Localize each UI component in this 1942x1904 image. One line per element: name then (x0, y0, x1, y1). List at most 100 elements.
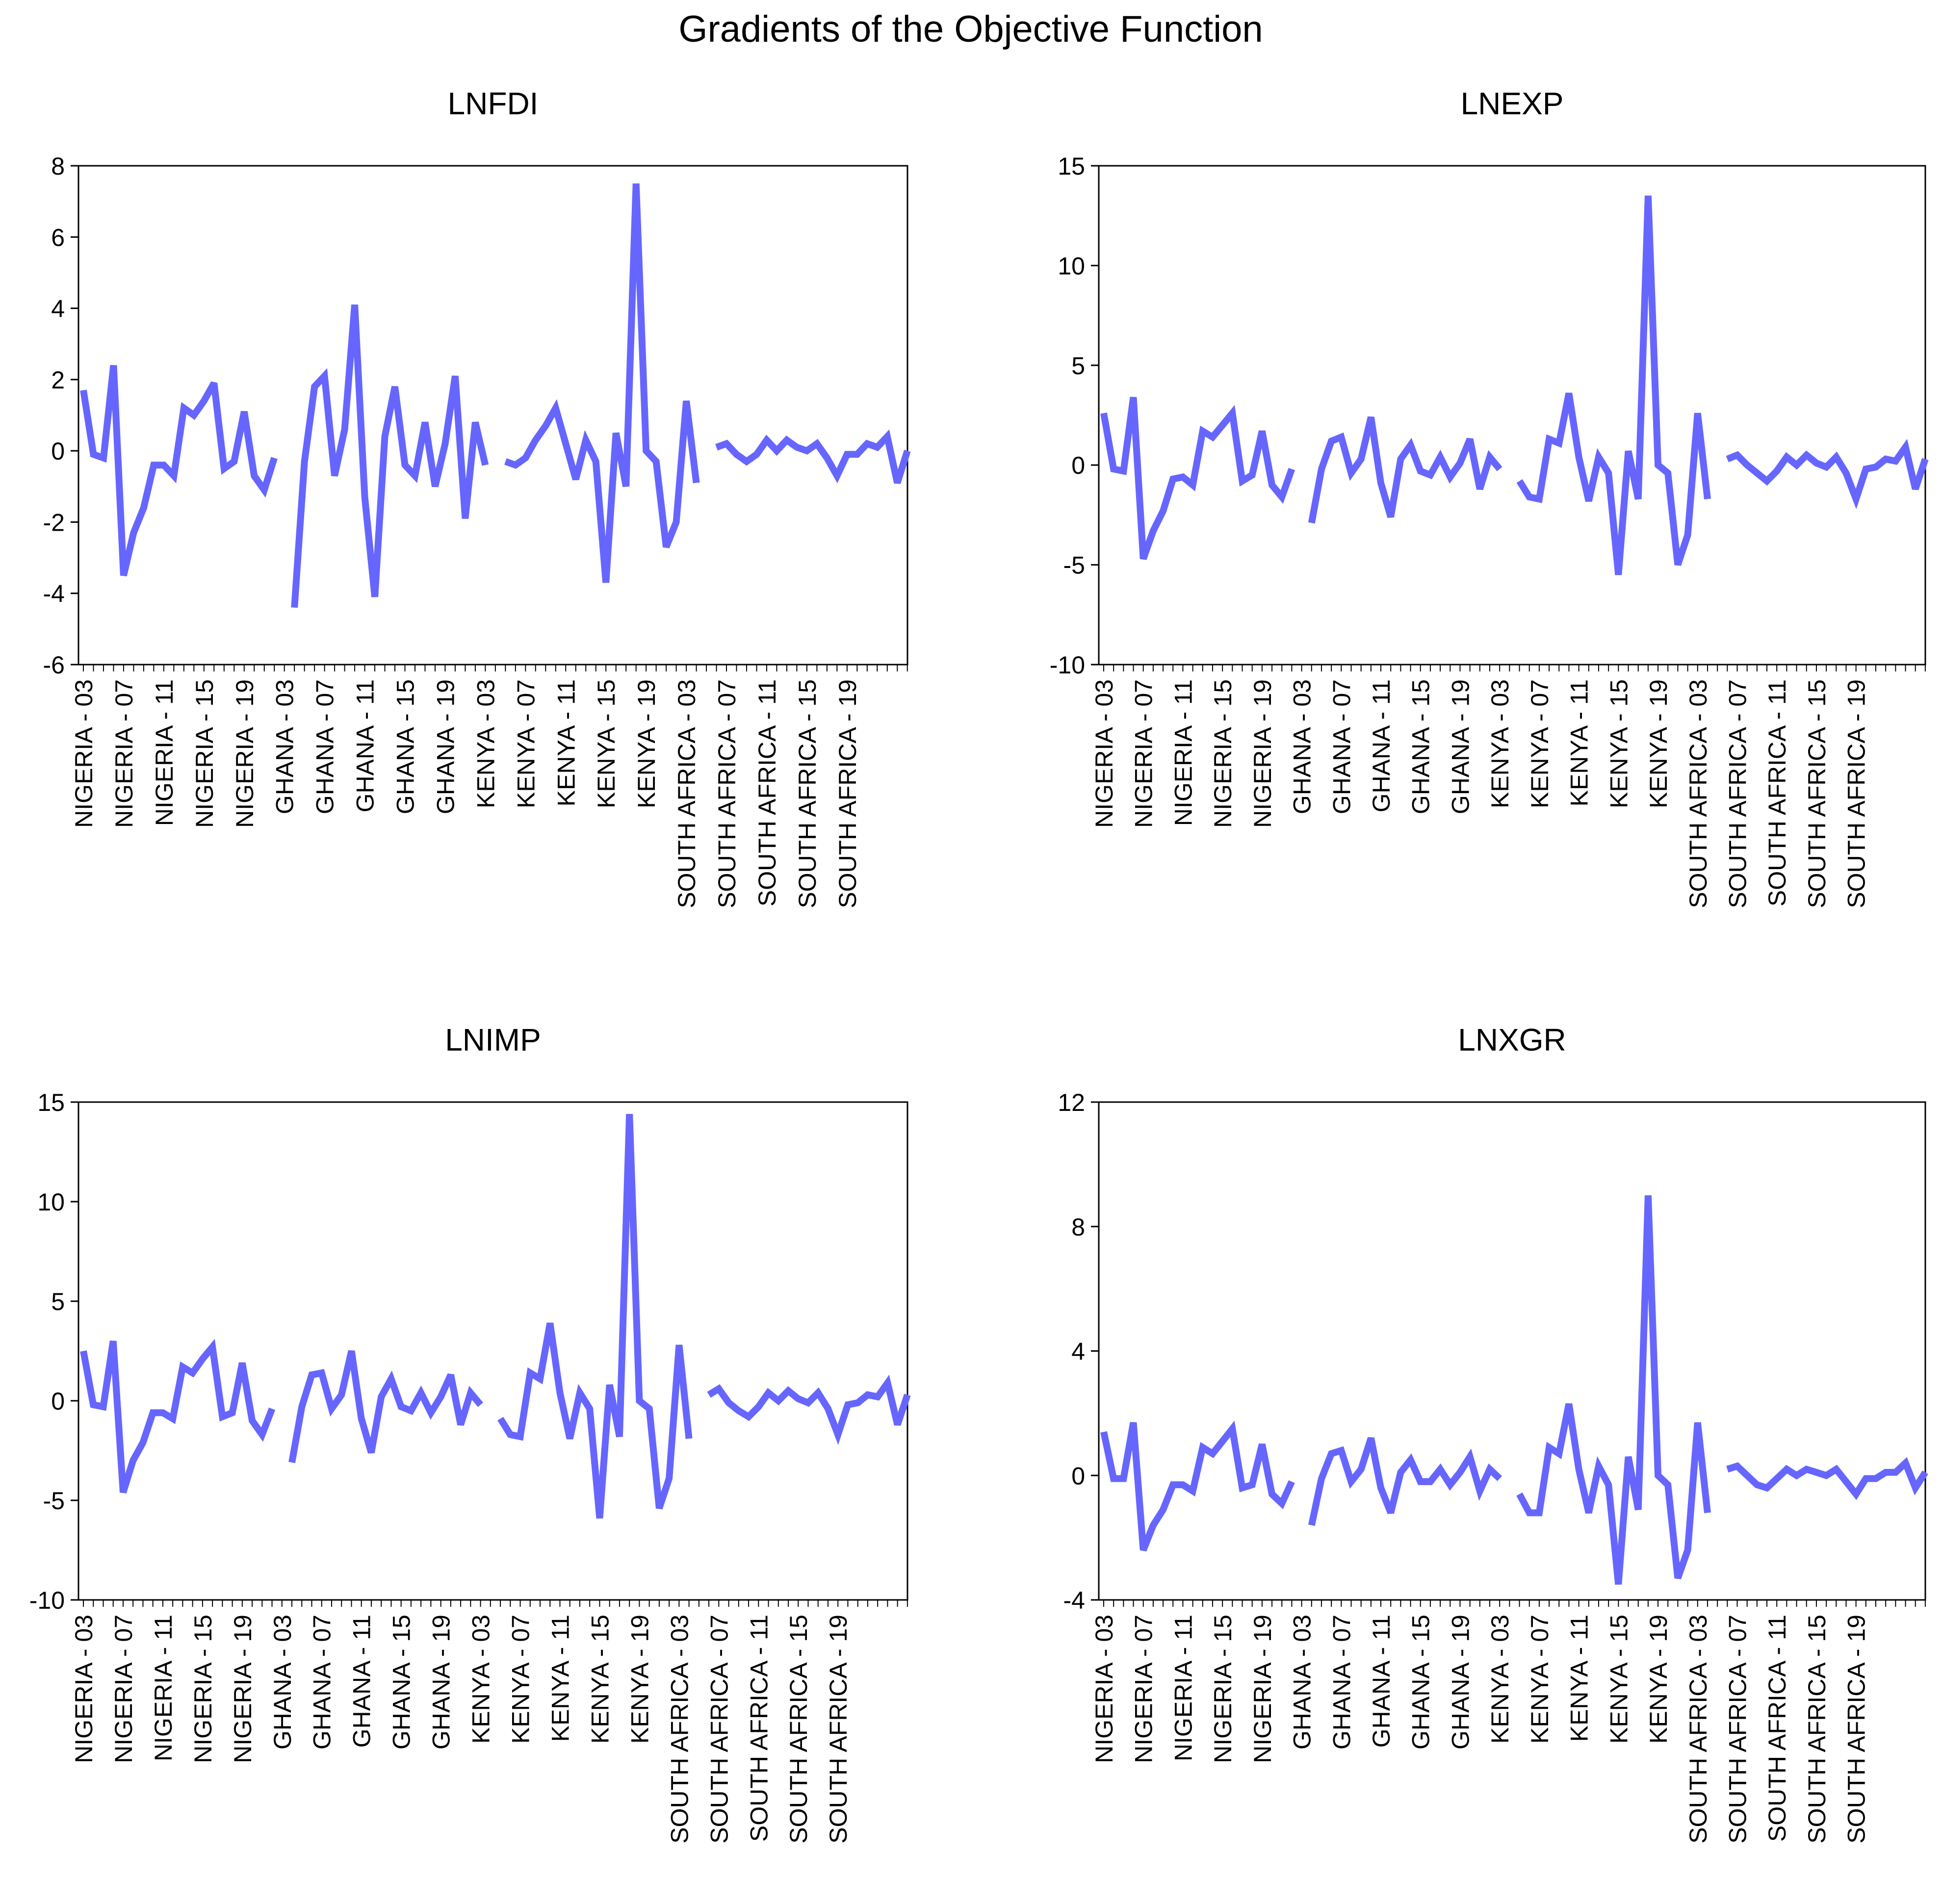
y-tick-label: -4 (1063, 1587, 1085, 1614)
x-tick-label: SOUTH AFRICA - 11 (1763, 1615, 1791, 1842)
x-tick-label: NIGERIA - 11 (150, 1615, 177, 1761)
x-tick-label: KENYA - 11 (546, 1615, 574, 1742)
series-line (1308, 1437, 1502, 1526)
x-tick-label: NIGERIA - 19 (231, 679, 259, 828)
figure-title: Gradients of the Objective Function (678, 8, 1263, 50)
x-tick-label: SOUTH AFRICA - 03 (1684, 679, 1712, 908)
x-tick-label: NIGERIA - 11 (1169, 679, 1197, 826)
y-tick-label: 15 (1058, 153, 1085, 180)
x-tick-label: KENYA - 07 (1526, 1615, 1554, 1744)
x-tick-label: GHANA - 19 (432, 679, 459, 814)
x-tick-label: NIGERIA - 19 (1249, 1615, 1276, 1763)
series-line (1100, 1420, 1295, 1552)
x-tick-label: KENYA - 11 (1566, 1615, 1593, 1742)
x-tick-label: GHANA - 11 (1368, 1615, 1395, 1748)
x-tick-label: KENYA - 11 (1566, 679, 1593, 806)
x-tick-label: NIGERIA - 15 (191, 679, 218, 828)
plot-frame (1098, 1101, 1926, 1601)
chart-panels: LNFDI -6 -4 -2 0 2 4 6 8 NIGERIA - 03 NIGERIA - 07… (29, 86, 1929, 1844)
y-tick-label: 10 (37, 1188, 65, 1216)
x-tick-label: SOUTH AFRICA - 11 (753, 679, 781, 906)
x-tick-label: KENYA - 19 (1645, 679, 1672, 808)
x-tick-label: GHANA - 15 (392, 679, 419, 814)
x-tick-label: SOUTH AFRICA - 03 (1684, 1615, 1712, 1844)
series-line (1308, 416, 1502, 524)
x-tick-label: KENYA - 07 (512, 679, 540, 808)
y-tick-label: 0 (1071, 452, 1085, 479)
x-tick-label: NIGERIA - 03 (70, 679, 98, 828)
series-line (497, 1114, 693, 1519)
chart-lnfdi: LNFDI -6 -4 -2 0 2 4 6 8 NIGERIA - 03 NIGERIA - 07… (43, 86, 911, 908)
chart-lnexp: LNEXP -10 -5 0 5 10 15 NIGERIA - 03 NIGERIA - 07… (1050, 86, 1929, 908)
x-tick-label: GHANA - 11 (352, 679, 379, 812)
chart-lnxgr: LNXGR -4 0 4 8 12 NIGERIA - 03 NIGERIA - 07 NIGE… (1058, 1022, 1928, 1844)
y-tick-label: 4 (1071, 1338, 1085, 1365)
x-tick-label: NIGERIA - 03 (1090, 1615, 1118, 1763)
y-tick-label: 0 (51, 437, 65, 465)
x-tick-label: GHANA - 07 (311, 679, 339, 814)
x-tick-label: SOUTH AFRICA - 03 (673, 679, 700, 908)
series-line (1516, 195, 1711, 575)
x-tick-label: NIGERIA - 19 (1249, 679, 1276, 828)
series-line (1726, 1457, 1928, 1500)
panel-title: LNFDI (448, 86, 539, 121)
x-tick-label: NIGERIA - 15 (1209, 679, 1237, 828)
series-line (80, 1338, 276, 1493)
y-tick-label: 5 (1071, 352, 1085, 380)
x-tick-label: KENYA - 07 (507, 1615, 535, 1744)
y-tick-label: 8 (1071, 1213, 1085, 1241)
y-tick-label: 10 (1058, 252, 1085, 280)
x-tick-label: KENYA - 19 (1645, 1615, 1672, 1744)
series-line (1516, 1195, 1711, 1585)
x-tick-label: KENYA - 03 (1486, 679, 1514, 808)
x-tick-label: KENYA - 15 (1605, 1615, 1632, 1744)
x-tick-label: NIGERIA - 19 (229, 1615, 257, 1763)
x-tick-label: KENYA - 15 (586, 1615, 614, 1744)
x-tick-label: NIGERIA - 15 (189, 1615, 217, 1763)
y-tick-label: 6 (51, 224, 65, 251)
x-tick-label: GHANA - 15 (1407, 679, 1435, 814)
x-tick-label: SOUTH AFRICA - 11 (745, 1615, 773, 1842)
panel-title: LNXGR (1458, 1022, 1566, 1057)
x-tick-label: SOUTH AFRICA - 19 (1843, 679, 1870, 908)
x-tick-label: NIGERIA - 11 (1169, 1615, 1197, 1761)
x-tick-label: NIGERIA - 07 (110, 1615, 137, 1763)
x-tick-label: GHANA - 07 (309, 1615, 336, 1750)
x-tick-label: NIGERIA - 07 (110, 679, 138, 828)
x-tick-label: KENYA - 15 (593, 679, 620, 808)
x-tick-label: NIGERIA - 11 (151, 679, 178, 826)
y-tick-label: 8 (51, 153, 65, 180)
panel-title: LNIMP (445, 1022, 541, 1057)
x-tick-label: KENYA - 11 (552, 679, 580, 806)
x-tick-label: NIGERIA - 03 (70, 1615, 98, 1763)
x-tick-label: NIGERIA - 07 (1130, 679, 1158, 828)
x-tick-label: SOUTH AFRICA - 07 (713, 679, 741, 908)
x-tick-label: SOUTH AFRICA - 07 (1724, 1615, 1751, 1844)
x-tick-label: GHANA - 03 (1289, 1615, 1316, 1750)
y-tick-label: -5 (43, 1487, 65, 1515)
x-tick-label: GHANA - 03 (271, 679, 299, 814)
x-tick-label: GHANA - 15 (388, 1615, 415, 1750)
x-tick-label: KENYA - 19 (633, 679, 660, 808)
y-tick-label: 0 (1071, 1462, 1085, 1490)
x-tick-label: SOUTH AFRICA - 19 (1843, 1615, 1870, 1844)
y-tick-label: -10 (1050, 651, 1085, 679)
plot-frame (78, 165, 908, 666)
plot-frame (1098, 165, 1926, 666)
series-line (291, 304, 489, 608)
x-tick-label: SOUTH AFRICA - 15 (794, 679, 821, 908)
y-tick-label: 15 (37, 1089, 65, 1116)
x-tick-label: GHANA - 07 (1328, 679, 1355, 814)
x-tick-label: KENYA - 15 (1605, 679, 1632, 808)
series-line (715, 429, 911, 484)
x-tick-label: KENYA - 03 (1486, 1615, 1514, 1744)
x-tick-label: GHANA - 19 (1447, 679, 1474, 814)
x-tick-label: KENYA - 19 (626, 1615, 653, 1744)
x-tick-label: SOUTH AFRICA - 15 (1803, 679, 1831, 908)
series-line (707, 1374, 911, 1445)
x-tick-label: SOUTH AFRICA - 07 (1724, 679, 1751, 908)
plot-frame (78, 1101, 908, 1601)
chart-lnimp: LNIMP -10 -5 0 5 10 15 NIGERIA - 03 NIGERIA - 07… (29, 1022, 911, 1844)
x-tick-label: SOUTH AFRICA - 15 (1803, 1615, 1831, 1844)
